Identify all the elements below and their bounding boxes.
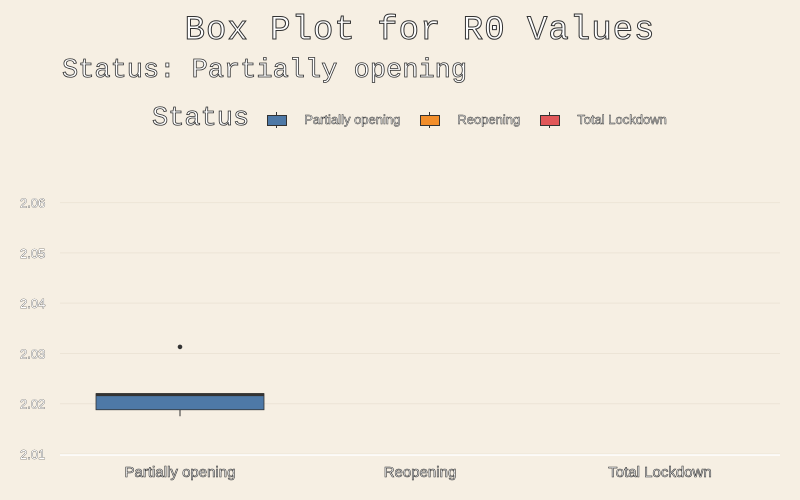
legend-item-partially-opening: Partially opening	[267, 111, 401, 128]
legend-key-reopening	[420, 112, 441, 128]
outlier-point	[177, 344, 183, 350]
legend-item-total-lockdown: Total Lockdown	[540, 111, 667, 128]
legend-item-reopening: Reopening	[420, 111, 521, 128]
legend: Status Partially opening Reopening Total…	[152, 104, 687, 135]
x-tick-label: Reopening	[384, 464, 457, 481]
legend-key-partially-opening	[267, 112, 288, 128]
y-tick-label: 2.05	[20, 246, 45, 261]
legend-label-partially-opening: Partially opening	[304, 111, 401, 127]
y-tick-label: 2.04	[20, 296, 45, 311]
legend-label-reopening: Reopening	[457, 111, 521, 127]
y-tick-label: 2.02	[20, 397, 45, 412]
y-tick-label: 2.03	[20, 346, 45, 361]
x-tick-label: Partially opening	[125, 464, 236, 481]
chart-subtitle: Status: Partially opening	[62, 56, 468, 87]
y-tick-label: 2.06	[20, 196, 45, 211]
y-tick-label: 2.01	[20, 447, 45, 462]
chart-title: Box Plot for R0 Values	[184, 12, 656, 51]
legend-key-total-lockdown	[540, 112, 561, 128]
legend-title: Status	[152, 104, 250, 135]
legend-label-total-lockdown: Total Lockdown	[577, 111, 667, 127]
x-tick-label: Total Lockdown	[608, 464, 711, 481]
